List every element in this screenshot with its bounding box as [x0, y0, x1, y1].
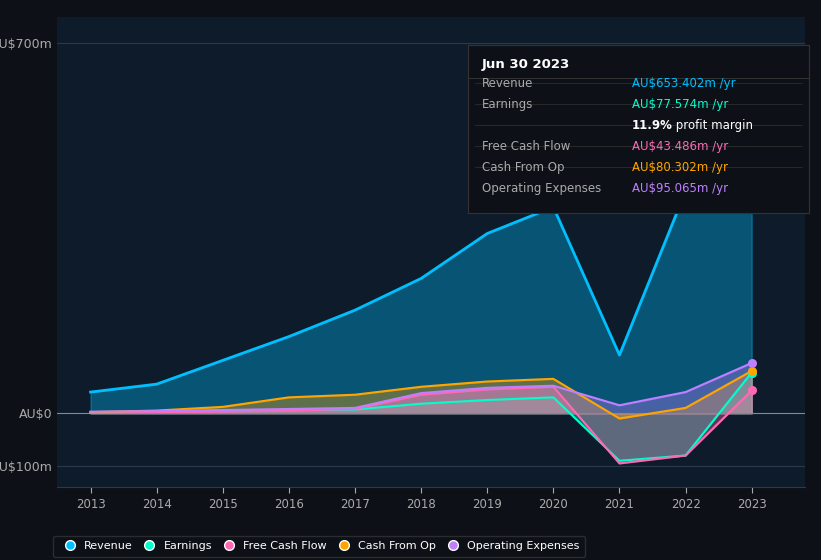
Text: AU$43.486m /yr: AU$43.486m /yr: [631, 140, 727, 153]
Text: Operating Expenses: Operating Expenses: [482, 182, 601, 195]
Text: Cash From Op: Cash From Op: [482, 161, 564, 174]
Point: [745, 368, 759, 377]
Text: AU$80.302m /yr: AU$80.302m /yr: [631, 161, 727, 174]
Text: AU$95.065m /yr: AU$95.065m /yr: [631, 182, 727, 195]
Point: [745, 366, 759, 375]
Text: Free Cash Flow: Free Cash Flow: [482, 140, 570, 153]
Text: AU$77.574m /yr: AU$77.574m /yr: [631, 98, 728, 111]
Point: [745, 386, 759, 395]
Text: Jun 30 2023: Jun 30 2023: [482, 58, 570, 71]
Text: AU$653.402m /yr: AU$653.402m /yr: [631, 77, 735, 90]
Text: profit margin: profit margin: [672, 119, 754, 132]
Point: [745, 64, 759, 73]
Text: Earnings: Earnings: [482, 98, 533, 111]
Text: Revenue: Revenue: [482, 77, 533, 90]
Text: 11.9%: 11.9%: [631, 119, 672, 132]
Point: [745, 358, 759, 367]
Legend: Revenue, Earnings, Free Cash Flow, Cash From Op, Operating Expenses: Revenue, Earnings, Free Cash Flow, Cash …: [53, 536, 585, 557]
